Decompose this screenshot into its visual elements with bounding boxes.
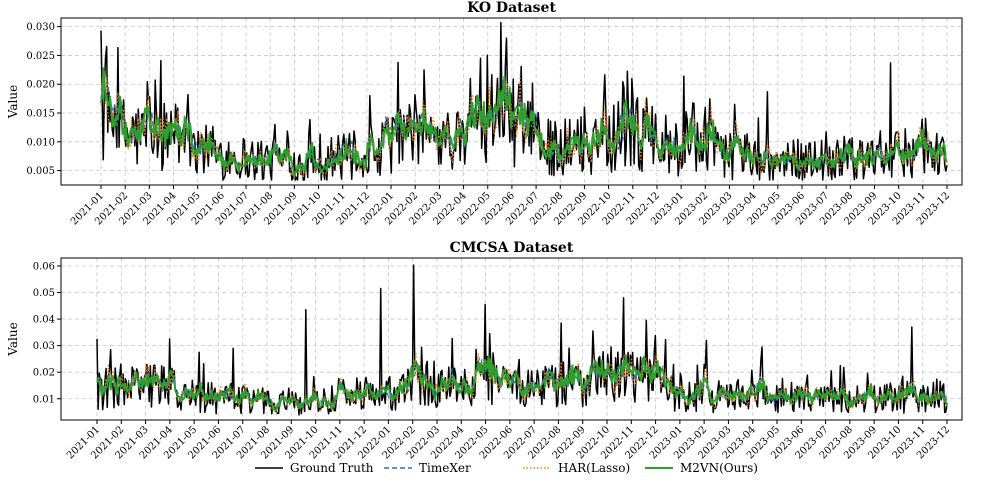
y-tick-label: 0.05 xyxy=(33,288,55,299)
y-tick-label: 0.010 xyxy=(26,137,55,148)
legend: Ground Truth TimeXer HAR(Lasso) M2VN(Ours) xyxy=(255,461,758,475)
y-tick-label: 0.04 xyxy=(33,315,55,326)
y-tick-label: 0.03 xyxy=(33,341,55,352)
series-ground-truth xyxy=(100,21,948,181)
series-m2vn xyxy=(96,355,948,413)
legend-label: HAR(Lasso) xyxy=(558,461,630,475)
y-tick-label: 0.015 xyxy=(26,109,55,120)
y-tick-label: 0.01 xyxy=(33,394,55,405)
plot-frame xyxy=(60,257,963,421)
y-tick-label: 0.02 xyxy=(33,368,55,379)
y-tick-label: 0.020 xyxy=(26,80,55,91)
y-tick-label: 0.025 xyxy=(26,51,55,62)
chart-title: CMCSA Dataset xyxy=(450,240,574,256)
series-har-lasso xyxy=(100,67,948,179)
y-axis-label: Value xyxy=(6,85,20,119)
legend-label: TimeXer xyxy=(419,461,471,475)
plot-frame xyxy=(60,17,963,186)
legend-label: Ground Truth xyxy=(290,461,374,475)
y-tick-label: 0.06 xyxy=(33,261,55,272)
y-tick-label: 0.005 xyxy=(26,166,55,177)
legend-label: M2VN(Ours) xyxy=(680,461,758,475)
cmcsa-chart: CMCSA Dataset Value 0.01 0.02 0.03 0.04 0.05 0.… xyxy=(6,240,963,462)
chart-title: KO Dataset xyxy=(467,0,556,16)
ko-chart: KO Dataset Value 0.005 0.010 0.015 0.020 0.025… xyxy=(6,0,963,228)
y-axis-label: Value xyxy=(6,322,20,356)
y-tick-label: 0.030 xyxy=(26,22,55,33)
series-m2vn xyxy=(100,67,948,178)
